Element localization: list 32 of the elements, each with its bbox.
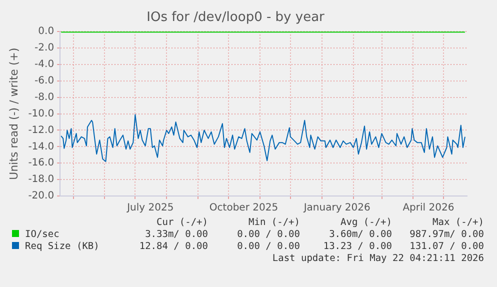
y-tick-label: -10.0: [28, 108, 54, 120]
y-tick-label: -18.0: [28, 174, 54, 186]
text: 3.33m/ 0.00: [144, 229, 208, 241]
y-tick-label: -6.0: [34, 76, 54, 87]
text: 987.97m/ 0.00: [408, 229, 484, 241]
text: 0.00 / 0.00: [236, 229, 300, 241]
text: 131.07 / 0.00: [408, 241, 484, 253]
text: Min (-/+): [248, 217, 300, 229]
x-tick-label: July 2025: [126, 202, 174, 214]
text: Max (-/+): [432, 217, 484, 229]
text: 13.23 / 0.00: [322, 241, 392, 253]
y-tick-label: -12.0: [28, 124, 54, 136]
text: 3.60m/ 0.00: [328, 229, 392, 241]
y-tick-label: -8.0: [34, 92, 54, 103]
text: Avg (-/+): [340, 217, 392, 229]
y-tick-label: 0.0: [38, 26, 54, 38]
x-tick-label: October 2025: [209, 202, 278, 214]
y-axis-title: Units read (-) / write (+): [7, 48, 20, 180]
legend-label: IO/sec: [24, 229, 60, 241]
y-tick-label: -16.0: [28, 158, 54, 169]
x-tick-label: April 2026: [402, 202, 454, 214]
y-tick-label: -4.0: [34, 59, 54, 70]
text: Cur (-/+): [156, 217, 208, 229]
chart-title: IOs for /dev/loop0 - by year: [146, 10, 326, 26]
x-tick-label: January 2026: [302, 202, 370, 214]
legend-label: Req Size (KB): [24, 241, 100, 253]
y-tick-label: -20.0: [28, 190, 54, 202]
text: 12.84 / 0.00: [138, 241, 208, 253]
y-tick-label: -2.0: [34, 42, 54, 54]
text: 0.00 / 0.00: [236, 241, 300, 253]
text: Last update: Fri May 22 04:21:11 2026: [271, 253, 484, 265]
y-tick-label: -14.0: [28, 141, 54, 152]
